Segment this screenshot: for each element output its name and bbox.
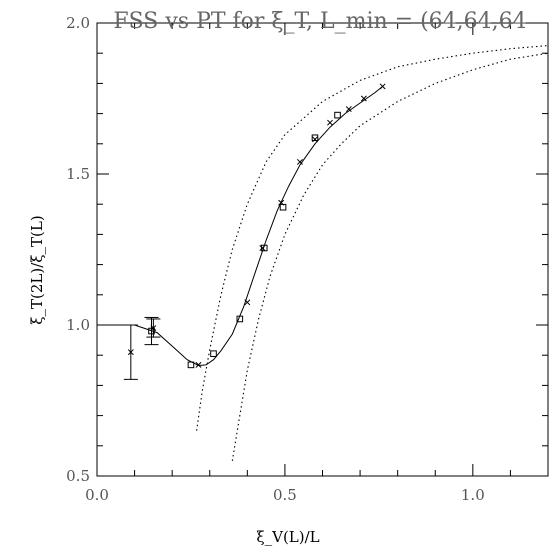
- y-axis-label: ξ_T(2L)/ξ_T(L): [28, 215, 46, 324]
- data-points: [123, 83, 386, 380]
- y-tick-label: 2.0: [66, 14, 90, 32]
- cross-marker: [244, 299, 251, 306]
- cross-stroke: [360, 95, 367, 102]
- cross-stroke: [259, 245, 266, 251]
- square-shape: [210, 350, 217, 357]
- cross-marker: [123, 324, 138, 380]
- cross-stroke: [296, 158, 303, 165]
- square-marker: [334, 111, 341, 119]
- plot-border: [96, 22, 549, 477]
- pt-curve-2: [231, 52, 549, 461]
- square-shape: [279, 203, 287, 211]
- cross-marker: [360, 95, 367, 102]
- curves: [97, 45, 549, 461]
- cross-marker: [259, 245, 266, 251]
- square-marker: [260, 244, 268, 252]
- cross-marker: [312, 136, 318, 143]
- y-tick-label: 1.5: [66, 165, 90, 183]
- square-marker: [279, 203, 287, 211]
- cross-stroke: [379, 83, 386, 90]
- x-tick-label: 0.0: [85, 486, 109, 504]
- square-shape: [260, 244, 268, 252]
- square-marker: [144, 316, 159, 346]
- cross-stroke: [278, 199, 285, 206]
- square-shape: [311, 134, 319, 142]
- x-tick-label: 0.5: [273, 486, 297, 504]
- cross-stroke: [327, 119, 333, 126]
- fit-curve: [97, 86, 383, 367]
- cross-marker: [345, 106, 352, 113]
- x-tick-label: 1.0: [461, 486, 485, 504]
- square-marker: [311, 134, 319, 142]
- plot-frame: [96, 22, 549, 477]
- cross-stroke: [244, 299, 251, 306]
- square-shape: [148, 327, 155, 335]
- cross-marker: [296, 158, 303, 165]
- square-shape: [334, 111, 341, 119]
- x-axis-label: ξ_V(L)/L: [256, 528, 319, 546]
- y-tick-label: 1.0: [66, 316, 90, 334]
- axis-ticks: [96, 22, 549, 477]
- cross-marker: [327, 119, 333, 126]
- cross-marker: [379, 83, 386, 90]
- cross-stroke: [345, 106, 352, 113]
- cross-stroke: [127, 349, 134, 356]
- square-marker: [210, 350, 217, 357]
- tick-labels: 0.0 0.5 1.00.51.01.52.0: [66, 14, 485, 504]
- cross-marker: [195, 361, 202, 368]
- chart-title: FSS vs PT for ξ_T, L_min = (64,64,64: [113, 9, 526, 34]
- square-marker: [236, 315, 244, 323]
- pt-curve-1: [196, 45, 549, 431]
- square-shape: [236, 315, 244, 323]
- square-shape: [187, 361, 195, 369]
- y-tick-label: 0.5: [66, 467, 90, 485]
- square-marker: [187, 361, 195, 369]
- cross-stroke: [195, 361, 202, 368]
